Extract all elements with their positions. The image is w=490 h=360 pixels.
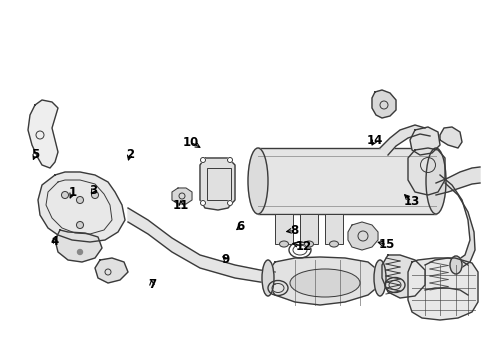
- Polygon shape: [172, 188, 192, 204]
- Ellipse shape: [426, 148, 446, 214]
- Polygon shape: [436, 167, 480, 195]
- Bar: [275, 214, 293, 244]
- Ellipse shape: [76, 221, 83, 229]
- Polygon shape: [28, 100, 58, 168]
- Ellipse shape: [374, 260, 386, 296]
- Polygon shape: [408, 258, 478, 320]
- Polygon shape: [95, 258, 128, 283]
- Text: 8: 8: [290, 224, 298, 237]
- Text: 12: 12: [295, 240, 312, 253]
- Polygon shape: [55, 230, 102, 262]
- Ellipse shape: [200, 201, 205, 206]
- Text: 2: 2: [126, 148, 134, 161]
- Polygon shape: [268, 257, 380, 305]
- Text: 11: 11: [173, 199, 190, 212]
- Ellipse shape: [92, 192, 98, 198]
- Ellipse shape: [450, 256, 462, 274]
- Polygon shape: [38, 172, 125, 242]
- Ellipse shape: [290, 269, 360, 297]
- Ellipse shape: [279, 241, 289, 247]
- Text: 14: 14: [367, 134, 383, 147]
- Ellipse shape: [77, 249, 82, 255]
- Bar: [258, 148, 436, 214]
- Ellipse shape: [248, 148, 268, 214]
- Bar: [325, 214, 343, 244]
- Ellipse shape: [76, 197, 83, 203]
- Text: 15: 15: [379, 238, 395, 251]
- Polygon shape: [440, 127, 462, 148]
- Text: 3: 3: [89, 184, 97, 197]
- Ellipse shape: [62, 192, 69, 198]
- Polygon shape: [380, 125, 430, 155]
- Ellipse shape: [200, 158, 205, 162]
- Text: 7: 7: [148, 278, 156, 291]
- Polygon shape: [410, 127, 440, 155]
- Bar: [207, 168, 231, 200]
- Polygon shape: [382, 255, 425, 298]
- Ellipse shape: [227, 158, 232, 162]
- Polygon shape: [348, 222, 378, 250]
- Ellipse shape: [304, 241, 314, 247]
- Text: 4: 4: [51, 235, 59, 248]
- Polygon shape: [425, 258, 468, 295]
- Ellipse shape: [329, 241, 339, 247]
- Bar: [300, 214, 318, 244]
- Polygon shape: [200, 158, 235, 210]
- Ellipse shape: [227, 201, 232, 206]
- Text: 9: 9: [221, 253, 229, 266]
- Polygon shape: [440, 175, 475, 270]
- Text: 13: 13: [403, 195, 420, 208]
- Text: 5: 5: [31, 148, 39, 161]
- Text: 6: 6: [236, 220, 244, 233]
- Polygon shape: [128, 208, 275, 284]
- Polygon shape: [408, 148, 445, 195]
- Polygon shape: [372, 90, 396, 118]
- Text: 10: 10: [183, 136, 199, 149]
- Text: 1: 1: [69, 186, 76, 199]
- Ellipse shape: [262, 260, 274, 296]
